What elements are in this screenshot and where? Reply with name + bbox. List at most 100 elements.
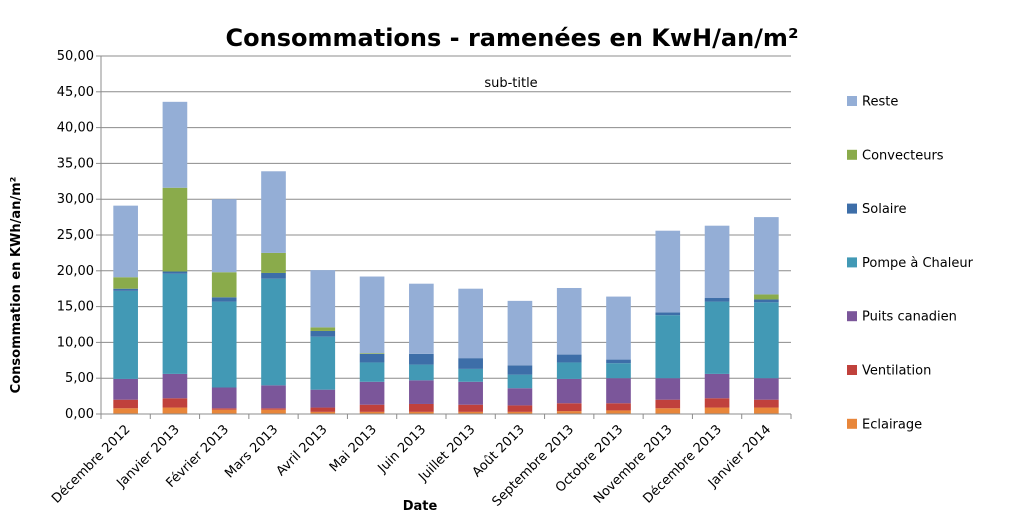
bar-segment [211, 408, 237, 410]
bar-segment [409, 353, 434, 365]
bar-segment [162, 273, 188, 374]
bar-segment [409, 364, 434, 381]
y-tick-label: 0,00 [65, 407, 94, 422]
bar-segment [606, 403, 631, 411]
bar-segment [211, 199, 237, 273]
bar-segment [211, 387, 237, 409]
bar-segment [655, 399, 681, 409]
bar-segment [310, 330, 336, 337]
bar-segment [754, 407, 779, 414]
bar-segment [754, 299, 779, 303]
bar-segment [704, 298, 730, 302]
y-tick-label: 20,00 [57, 264, 94, 279]
bar-segment [704, 398, 730, 408]
bar-segment [310, 389, 336, 408]
y-tick-label: 50,00 [57, 49, 94, 64]
x-tick-label: Décembre 2012 [49, 422, 133, 506]
bar-segment [507, 411, 533, 414]
chart-subtitle: sub-title [484, 76, 537, 91]
legend-label: Pompe à Chaleur [862, 256, 974, 271]
bar-segment [162, 373, 188, 399]
bar-segment [458, 411, 483, 414]
y-tick-label: 30,00 [57, 192, 94, 207]
bar-segment [556, 378, 582, 404]
bar-segment [359, 276, 385, 354]
y-tick-label: 10,00 [57, 335, 94, 350]
legend-swatch [847, 365, 857, 375]
legend-label: Ventilation [862, 364, 931, 379]
bar-segment [754, 302, 779, 379]
bar-segment [162, 398, 188, 408]
bar-segment [211, 272, 237, 298]
bar-segment [310, 336, 336, 390]
x-tick-label: Mai 2013 [327, 422, 380, 475]
bar-segment [606, 410, 631, 414]
bar-segment [556, 287, 582, 355]
bar-segment [655, 312, 681, 316]
bar-segment [113, 288, 138, 291]
bar-segment [113, 290, 138, 379]
bar-segment [261, 385, 286, 409]
bar-segment [359, 381, 385, 405]
bar-segment [655, 408, 681, 414]
bar-segment [113, 399, 138, 409]
bar-segment [359, 353, 385, 363]
y-axis-ticks: 0,00 5,00 10,00 15,00 20,00 25,00 30,00 35,00 40… [57, 49, 101, 422]
legend-label: Eclairage [862, 417, 922, 432]
bar-segment [606, 296, 631, 360]
bar-segment [704, 225, 730, 299]
bar-segment [409, 411, 434, 414]
bar-segment [359, 411, 385, 414]
legend-swatch [847, 96, 857, 106]
chart-title: Consommations - ramenées en KwH/an/m² [226, 24, 799, 52]
bar-segment [556, 411, 582, 414]
legend: Reste Convecteurs Solaire Pompe à Chaleur Pu… [847, 95, 974, 432]
bar-segment [507, 405, 533, 412]
y-tick-label: 35,00 [57, 156, 94, 171]
legend-swatch [847, 149, 857, 160]
y-tick-label: 25,00 [57, 228, 94, 243]
bar-segment [261, 409, 286, 414]
bar-segment [458, 381, 483, 405]
bar-segment [754, 378, 779, 400]
bar-segment [507, 374, 533, 389]
bar-segment [754, 217, 779, 295]
legend-swatch [847, 418, 857, 429]
bar-segment [211, 301, 237, 388]
bar-segment [655, 315, 681, 379]
bar-segment [704, 301, 730, 374]
legend-label: Convecteurs [862, 148, 944, 163]
legend-label: Puits canadien [862, 310, 957, 325]
y-tick-label: 40,00 [57, 121, 94, 136]
y-tick-label: 5,00 [65, 371, 94, 386]
bar-segment [556, 362, 582, 379]
bar-segment [655, 230, 681, 313]
bar-segment [162, 271, 188, 274]
bar-segment [704, 373, 730, 399]
bar-segment [310, 327, 336, 331]
bar-segment [211, 297, 237, 302]
bar-segment [310, 407, 336, 412]
gridlines [101, 55, 791, 415]
bar-segment [162, 407, 188, 414]
y-axis-label: Consommation en KWh/an/m² [9, 177, 24, 394]
legend-label: Solaire [862, 202, 906, 217]
bar-segment [261, 278, 286, 386]
x-tick-label: Mars 2013 [222, 422, 281, 481]
bar-segment [359, 353, 385, 354]
bar-segment [162, 187, 188, 272]
legend-swatch [847, 257, 857, 268]
bar-segment [754, 399, 779, 408]
bar-segment [113, 277, 138, 289]
bar-segment [162, 101, 188, 188]
x-tick-label: Avril 2013 [274, 422, 331, 479]
bar-segment [113, 408, 138, 414]
y-tick-label: 45,00 [57, 85, 94, 100]
bar-segment [310, 270, 336, 328]
bar-segment [211, 409, 237, 414]
bar-segment [113, 378, 138, 400]
bar-segment [556, 403, 582, 412]
bar-segment [409, 283, 434, 354]
